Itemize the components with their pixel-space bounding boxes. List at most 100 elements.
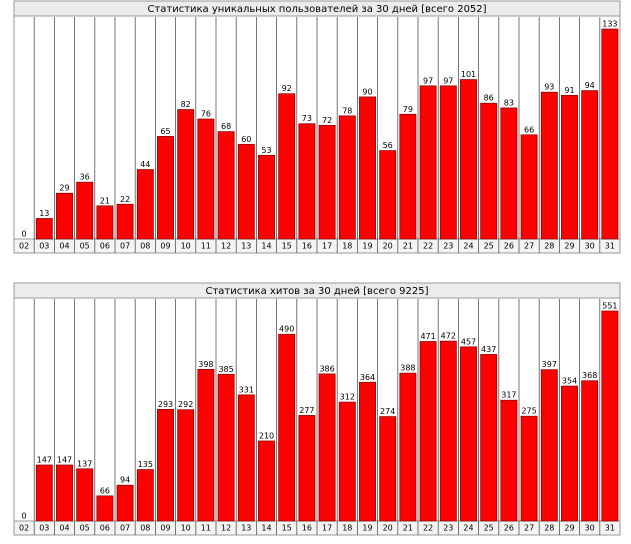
x-tick-label: 13 [241,242,251,251]
bar [399,372,417,522]
x-tick-label: 10 [181,524,191,533]
value-label: 437 [481,345,496,354]
x-tick-label: 29 [564,524,574,533]
value-label: 90 [362,87,372,96]
bar [237,143,255,240]
bar [318,373,336,522]
value-label: 94 [585,81,595,90]
x-tick-label: 31 [605,524,615,533]
x-tick-label: 26 [504,242,514,251]
bar [96,205,114,240]
x-tick-label: 10 [181,242,191,251]
bar [338,401,356,522]
value-label: 29 [59,184,69,193]
x-tick-label: 21 [403,524,413,533]
value-label: 93 [544,83,554,92]
value-label: 331 [239,385,254,394]
value-label: 490 [279,325,294,334]
bar [56,464,73,522]
x-tick-label: 07 [120,242,130,251]
x-tick-label: 19 [362,242,372,251]
bar [177,109,195,240]
bar [419,85,437,240]
value-label: 79 [403,105,413,114]
value-label: 94 [120,476,130,485]
bar [581,90,599,240]
bar [278,333,296,522]
value-label: 91 [564,86,574,95]
value-label: 386 [319,364,334,373]
x-tick-label: 08 [140,242,150,251]
value-label: 275 [521,407,536,416]
value-label: 60 [241,135,251,144]
x-tick-label: 29 [564,242,574,251]
bar [520,134,538,240]
x-tick-label: 27 [524,524,534,533]
value-label: 56 [383,141,393,150]
value-label: 277 [299,406,314,415]
x-tick-label: 17 [322,242,332,251]
value-label: 471 [420,332,435,341]
x-tick-label: 28 [544,242,554,251]
value-label: 397 [542,360,557,369]
x-tick-label: 19 [362,524,372,533]
value-label: 97 [443,76,453,85]
value-label: 133 [602,20,617,29]
bar [561,94,578,240]
bar [76,181,94,240]
value-label: 398 [198,360,213,369]
value-label: 385 [218,365,233,374]
value-label: 97 [423,76,433,85]
bar [177,409,195,522]
bar [116,203,134,240]
bar [35,218,53,240]
value-label: 0 [22,512,27,521]
title-bar [13,282,621,299]
value-label: 101 [461,70,476,79]
value-label: 65 [160,127,170,136]
value-label: 210 [259,431,274,440]
value-label: 137 [77,459,92,468]
value-label: 21 [100,196,110,205]
x-tick-label: 11 [201,524,211,533]
bar [439,85,457,240]
value-label: 92 [282,84,292,93]
value-label: 44 [140,160,150,169]
bar [197,118,215,240]
value-label: 364 [360,373,375,382]
value-label: 13 [39,209,49,218]
chart-title: Статистика хитов за 30 дней [всего 9225] [205,286,428,297]
value-label: 22 [120,195,130,204]
x-tick-label: 17 [322,524,332,533]
title-bar [13,0,621,17]
value-label: 368 [582,371,597,380]
bar [480,102,498,240]
x-tick-label: 13 [241,524,251,533]
value-label: 73 [302,114,312,123]
bar [379,150,397,240]
value-label: 147 [57,455,72,464]
x-tick-label: 25 [484,242,494,251]
value-label: 53 [261,146,271,155]
bar [258,440,275,522]
bar [540,369,558,522]
bar [379,416,397,522]
bar [278,93,296,240]
x-tick-label: 21 [403,242,413,251]
x-tick-label: 31 [605,242,615,251]
bar [540,91,558,240]
value-label: 72 [322,116,332,125]
x-tick-label: 25 [484,524,494,533]
value-label: 317 [501,391,516,400]
bar [35,464,53,522]
bar [157,408,174,522]
value-label: 76 [201,110,211,119]
x-tick-label: 11 [201,242,211,251]
value-label: 66 [524,125,534,134]
value-label: 83 [504,98,514,107]
bar [318,124,336,240]
x-tick-label: 14 [261,524,271,533]
x-tick-label: 08 [140,524,150,533]
x-tick-label: 03 [39,242,49,251]
